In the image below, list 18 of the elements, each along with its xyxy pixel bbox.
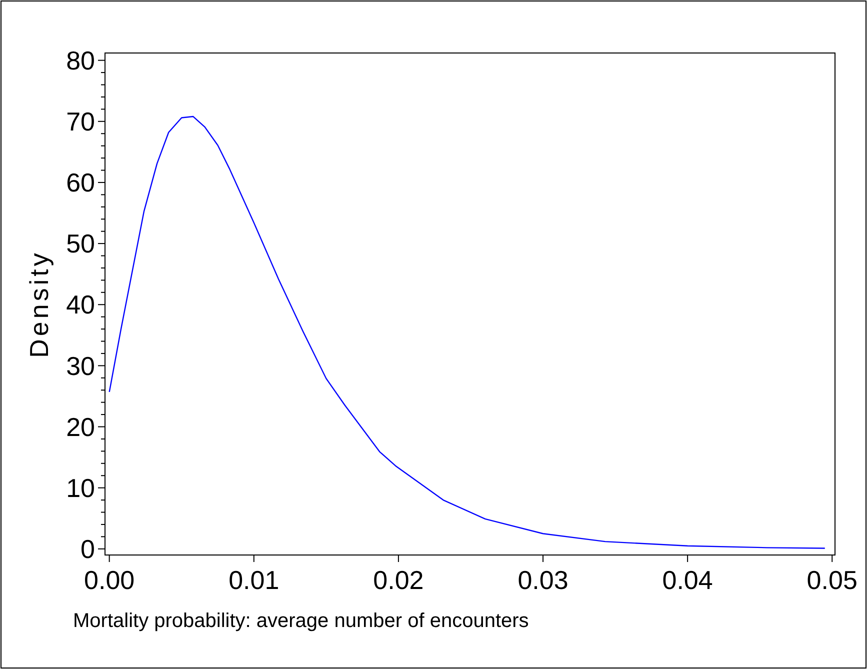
line-series (108, 116, 826, 549)
x-tick-label: 0.00 (84, 565, 135, 595)
x-tick-label: 0.03 (518, 565, 568, 595)
x-tick-label: 0.05 (806, 565, 858, 595)
x-tick-label: 0.01 (228, 565, 280, 595)
y-tick-label: 70 (66, 106, 95, 136)
y-tick-label: 60 (66, 168, 95, 198)
y-tick-label: 10 (66, 472, 95, 503)
y-tick-label: 30 (66, 350, 95, 381)
x-axis-title: Mortality probability: average number of encounters (73, 610, 529, 632)
x-tick-label: 0.04 (662, 565, 713, 595)
y-tick-label: 80 (66, 45, 95, 76)
y-tick-label: 40 (66, 290, 95, 320)
y-tick-label: 0 (80, 534, 95, 564)
y-axis-title: Density (24, 250, 54, 358)
y-tick-label: 20 (66, 412, 95, 442)
y-tick-label: 50 (66, 228, 95, 259)
x-tick-label: 0.02 (373, 565, 424, 595)
